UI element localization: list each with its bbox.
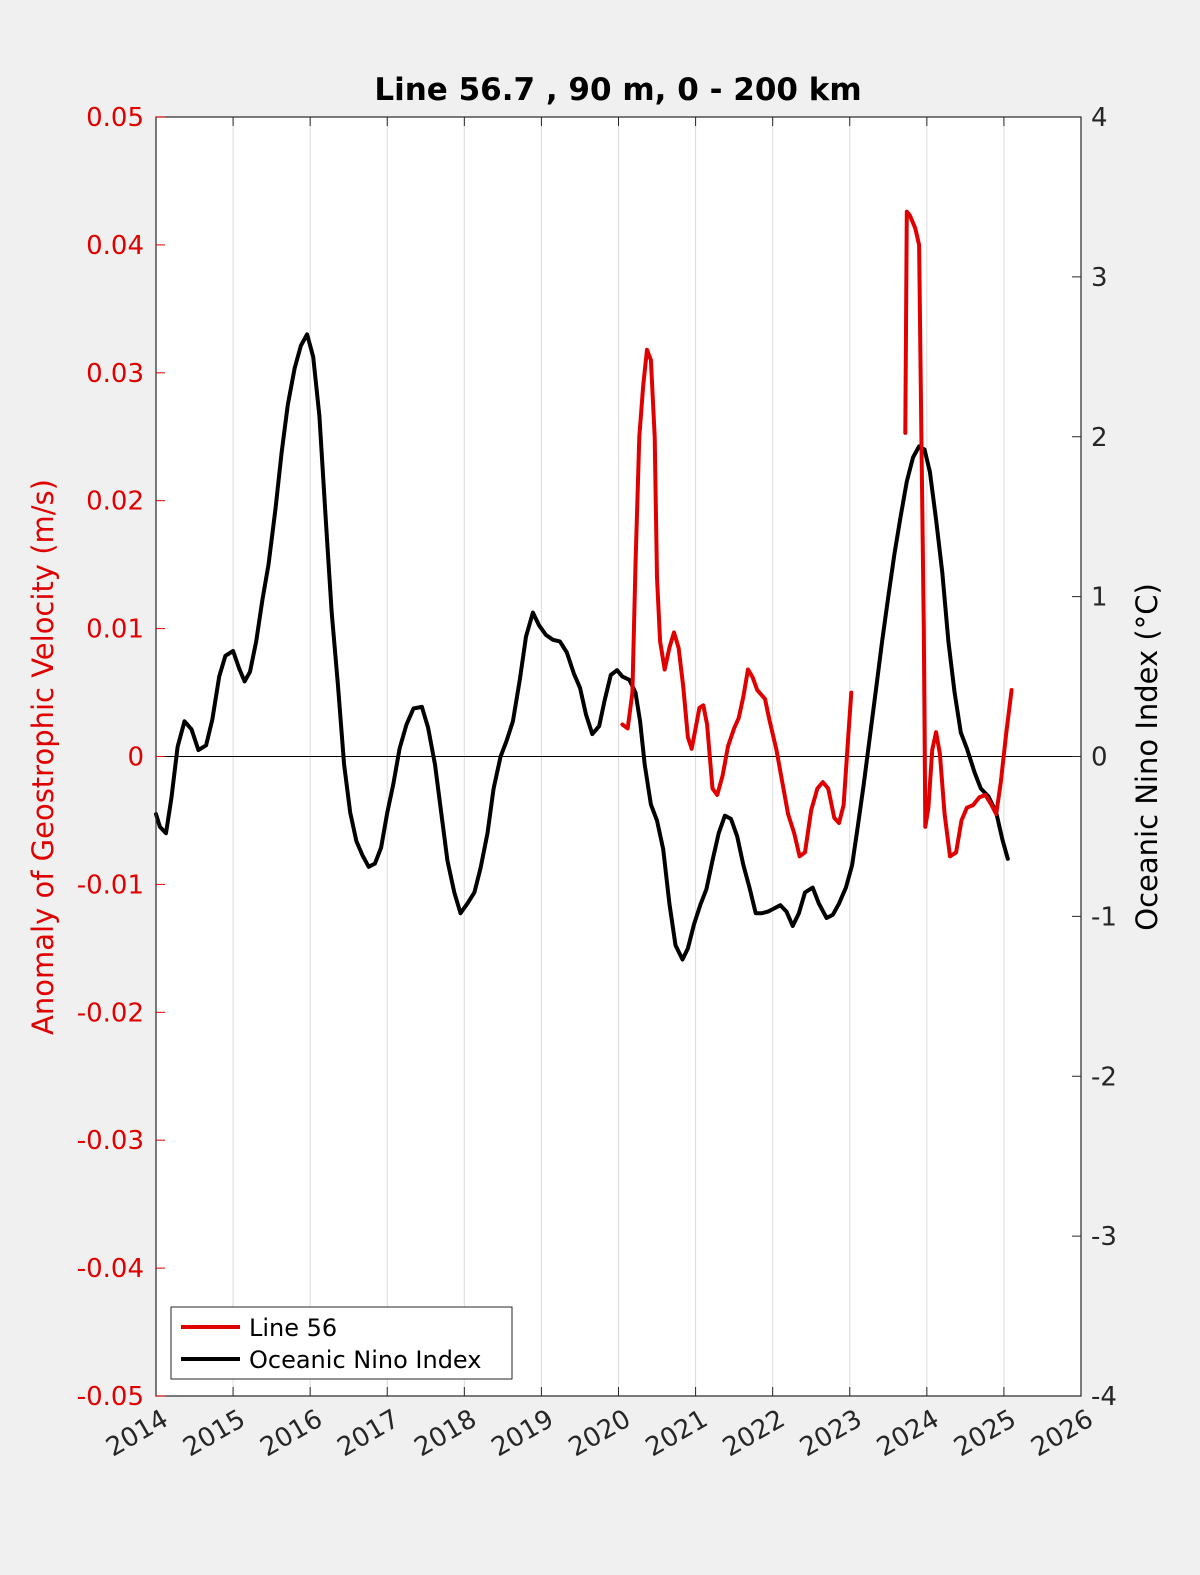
y-right-tick-label: 3 [1091, 263, 1108, 293]
legend-label-line56: Line 56 [249, 1314, 337, 1342]
y-left-tick-label: -0.05 [77, 1382, 144, 1412]
y-left-tick-label: 0.04 [86, 231, 144, 261]
y-left-tick-label: -0.04 [77, 1254, 144, 1284]
right-axis-label: Oceanic Nino Index (°C) [1130, 583, 1164, 931]
y-right-tick-label: -1 [1091, 902, 1117, 932]
legend-label-oni: Oceanic Nino Index [249, 1346, 481, 1374]
y-left-tick-label: 0.02 [86, 487, 144, 517]
y-left-tick-label: 0 [127, 743, 144, 773]
y-left-tick-label: -0.03 [77, 1126, 144, 1156]
y-right-tick-label: 4 [1091, 103, 1108, 133]
left-axis-label: Anomaly of Geostrophic Velocity (m/s) [26, 479, 60, 1035]
y-right-tick-label: -2 [1091, 1062, 1117, 1092]
y-right-tick-label: 1 [1091, 583, 1108, 613]
y-left-tick-label: -0.02 [77, 998, 144, 1028]
series-layer [154, 209, 1014, 962]
y-right-tick-label: -4 [1091, 1382, 1117, 1412]
legend: Line 56 Oceanic Nino Index [170, 1306, 513, 1380]
y-right-tick-label: 2 [1091, 423, 1108, 453]
chart-title: Line 56.7 , 90 m, 0 - 200 km [374, 72, 861, 108]
legend-box [170, 1306, 513, 1380]
y-left-tick-label: 0.01 [86, 615, 144, 645]
y-left-tick-label: 0.03 [86, 359, 144, 389]
y-right-tick-label: 0 [1091, 743, 1108, 773]
y-left-tick-label: -0.01 [77, 870, 144, 900]
line56-series-segment-0 [620, 347, 854, 859]
y-left-tick-label: 0.05 [86, 103, 144, 133]
y-right-tick-label: -3 [1091, 1222, 1117, 1252]
oni-series-segment-0 [154, 332, 1010, 962]
line56-series-segment-1 [903, 209, 1014, 859]
